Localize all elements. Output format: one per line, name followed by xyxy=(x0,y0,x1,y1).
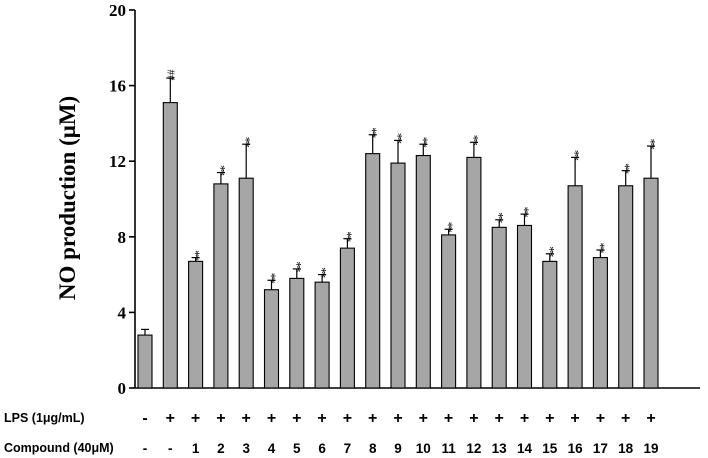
significance-mark: ## xyxy=(164,70,176,82)
significance-mark: ** xyxy=(239,137,254,148)
lps-cell: + xyxy=(621,410,630,427)
bar xyxy=(339,247,355,389)
significance-mark: ** xyxy=(264,273,279,284)
compound-cell: - xyxy=(168,441,173,456)
lps-cell: + xyxy=(393,410,402,427)
significance-mark: ** xyxy=(213,165,228,176)
significance-mark: ** xyxy=(340,231,355,242)
significance-mark: ** xyxy=(391,133,406,144)
compound-cell: 9 xyxy=(394,441,402,456)
lps-cell: + xyxy=(166,410,175,427)
compound-cell: 2 xyxy=(217,441,225,456)
lps-cell: + xyxy=(646,410,655,427)
lps-cell: + xyxy=(469,410,478,427)
bar xyxy=(567,185,583,389)
lps-cell: - xyxy=(142,410,147,427)
compound-cell: 10 xyxy=(416,441,431,456)
bar xyxy=(137,334,153,389)
compound-cell: 18 xyxy=(618,441,634,456)
compound-cell: 15 xyxy=(542,441,558,456)
y-tick-label: 8 xyxy=(118,228,127,247)
bar xyxy=(466,156,482,389)
compound-cell: 11 xyxy=(441,441,456,456)
compound-cell: 14 xyxy=(517,441,533,456)
significance-mark: ** xyxy=(492,212,507,223)
significance-mark: ** xyxy=(416,137,431,148)
compound-cell: 4 xyxy=(268,441,276,456)
lps-row-label: LPS (1μg/mL) xyxy=(4,411,85,425)
lps-cell: + xyxy=(267,410,276,427)
lps-cell: + xyxy=(317,410,326,427)
significance-mark: ** xyxy=(365,127,380,138)
lps-cell: + xyxy=(292,410,301,427)
significance-mark: ** xyxy=(568,150,583,161)
bar xyxy=(516,224,533,389)
lps-cell: + xyxy=(596,410,605,427)
significance-mark: ** xyxy=(644,139,659,150)
compound-cell: 13 xyxy=(492,441,508,456)
y-tick-label: 4 xyxy=(118,303,127,322)
compound-cell: 12 xyxy=(466,441,481,456)
bar xyxy=(213,183,229,389)
lps-cell: + xyxy=(444,410,453,427)
bar xyxy=(188,260,204,389)
compound-row-label: Compound (40μM) xyxy=(4,441,114,455)
treatment-rows: - + + + + + + + + + + + + + + + + + + + +- -1 2 3 4 5 6 7 8 9 10 11 12 13… xyxy=(142,410,658,456)
bar xyxy=(314,281,330,389)
significance-mark: ** xyxy=(542,246,557,257)
lps-cell: + xyxy=(419,410,428,427)
bar xyxy=(618,185,634,389)
y-tick-label: 12 xyxy=(109,152,126,171)
bar xyxy=(542,260,558,389)
significance-mark: ** xyxy=(618,163,633,174)
bar xyxy=(390,162,406,389)
lps-cell: + xyxy=(495,410,504,427)
lps-cell: + xyxy=(545,410,554,427)
bar xyxy=(263,289,280,389)
lps-cell: + xyxy=(216,410,225,427)
lps-cell: + xyxy=(368,410,377,427)
compound-cell: 3 xyxy=(242,441,250,456)
compound-cell: 8 xyxy=(369,441,377,456)
y-tick-label: 0 xyxy=(118,379,127,398)
bar xyxy=(289,277,305,389)
significance-mark: ** xyxy=(593,243,608,254)
bar xyxy=(415,154,431,389)
compound-cell: 5 xyxy=(293,441,301,456)
compound-cell: 16 xyxy=(568,441,584,456)
bar xyxy=(592,257,608,389)
bars-group: ## ** ** ** ** ** ** ** ** ** ** ** ** ** ** ** ** ** ** ** xyxy=(137,70,659,389)
axes: 0 4 8 12 16 20 xyxy=(109,1,700,398)
lps-cell: + xyxy=(343,410,352,427)
bar xyxy=(491,226,507,389)
significance-mark: ** xyxy=(517,207,532,218)
y-tick-label: 20 xyxy=(109,1,126,20)
y-axis-label: NO production (μM) xyxy=(55,96,80,300)
lps-cell: + xyxy=(570,410,579,427)
compound-cell: 1 xyxy=(192,441,200,456)
lps-cell: + xyxy=(191,410,200,427)
compound-cell: 19 xyxy=(643,441,658,456)
bar xyxy=(365,153,381,389)
significance-mark: ** xyxy=(441,222,456,233)
bar xyxy=(441,234,457,389)
compound-cell: 17 xyxy=(593,441,608,456)
compound-cell: 7 xyxy=(344,441,352,456)
significance-mark: ** xyxy=(315,267,330,278)
bar xyxy=(643,177,659,389)
significance-mark: ** xyxy=(289,261,304,272)
compound-cell: - xyxy=(143,441,148,456)
y-tick-label: 16 xyxy=(109,77,126,96)
compound-cell: 6 xyxy=(318,441,326,456)
bar xyxy=(162,102,178,389)
significance-mark: ** xyxy=(466,135,481,146)
lps-cell: + xyxy=(520,410,529,427)
significance-mark: ** xyxy=(188,250,203,261)
bar xyxy=(238,177,254,389)
lps-cell: + xyxy=(242,410,251,427)
